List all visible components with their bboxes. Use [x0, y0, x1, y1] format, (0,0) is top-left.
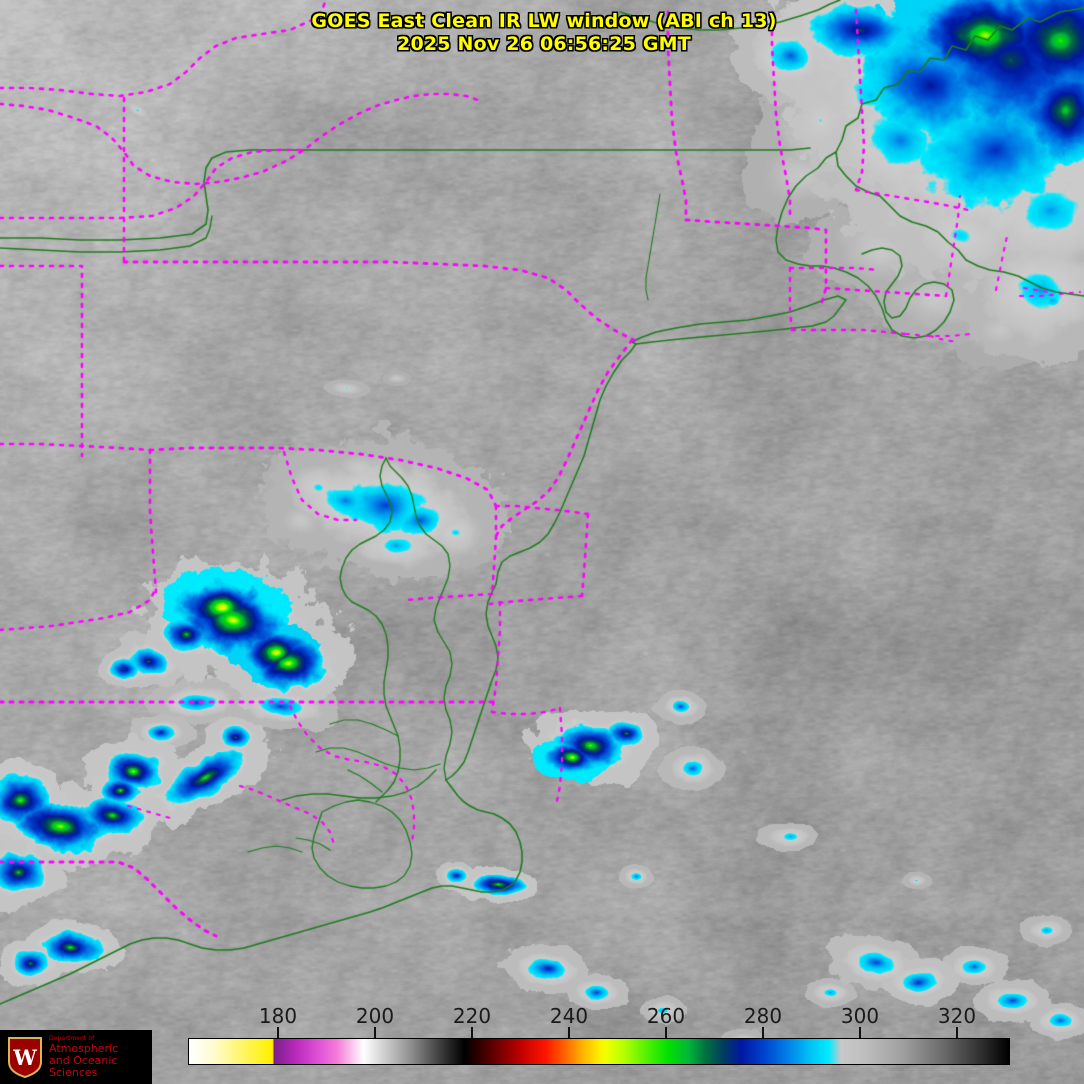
- colorbar-label-320: 320: [937, 1004, 977, 1028]
- colorbar-label-300: 300: [840, 1004, 880, 1028]
- colorbar-tick-260: [665, 1027, 667, 1038]
- colorbar-label-180: 180: [258, 1004, 298, 1028]
- colorbar-gradient: [188, 1038, 1010, 1065]
- colorbar-label-280: 280: [743, 1004, 783, 1028]
- svg-text:W: W: [12, 1045, 37, 1070]
- uw-crest-icon: W: [8, 1037, 42, 1078]
- uw-aos-logo: W Department of Atmospheric and Oceanic …: [0, 1030, 152, 1084]
- logo-text: Department of Atmospheric and Oceanic Sc…: [49, 1035, 149, 1080]
- logo-line-1: Atmospheric: [49, 1041, 119, 1055]
- logo-line-2: and Oceanic Sciences: [49, 1054, 118, 1080]
- colorbar: 180 200 220 240 260 280 300 320: [0, 1000, 1084, 1084]
- colorbar-tick-220: [471, 1027, 473, 1038]
- colorbar-tick-180: [277, 1027, 279, 1038]
- colorbar-label-200: 200: [355, 1004, 395, 1028]
- colorbar-tick-200: [374, 1027, 376, 1038]
- colorbar-label-240: 240: [549, 1004, 589, 1028]
- colorbar-label-260: 260: [646, 1004, 686, 1028]
- colorbar-label-220: 220: [452, 1004, 492, 1028]
- colorbar-tick-280: [762, 1027, 764, 1038]
- colorbar-tick-300: [859, 1027, 861, 1038]
- colorbar-tick-labels: 180 200 220 240 260 280 300 320: [0, 1000, 1084, 1030]
- colorbar-tick-marks: [0, 1027, 1084, 1038]
- colorbar-tick-240: [568, 1027, 570, 1038]
- colorbar-tick-320: [956, 1027, 958, 1038]
- logo-department-prefix: Department of: [49, 1035, 95, 1042]
